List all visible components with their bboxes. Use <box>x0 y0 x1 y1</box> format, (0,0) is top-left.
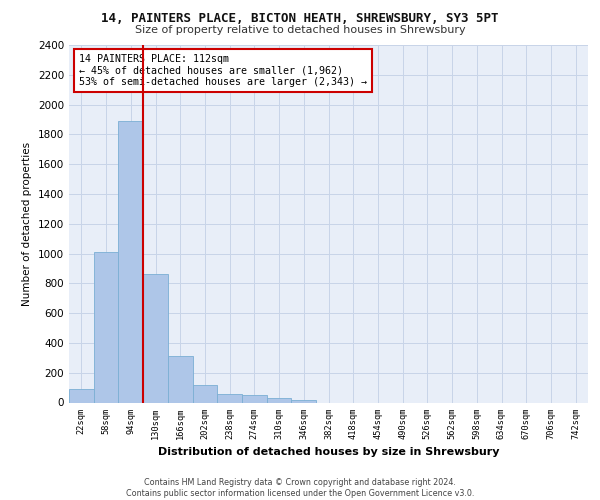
Bar <box>267 398 292 402</box>
Y-axis label: Number of detached properties: Number of detached properties <box>22 142 32 306</box>
Text: Contains HM Land Registry data © Crown copyright and database right 2024.
Contai: Contains HM Land Registry data © Crown c… <box>126 478 474 498</box>
Bar <box>217 394 242 402</box>
Bar <box>242 395 267 402</box>
Bar <box>118 121 143 402</box>
Text: 14 PAINTERS PLACE: 112sqm
← 45% of detached houses are smaller (1,962)
53% of se: 14 PAINTERS PLACE: 112sqm ← 45% of detac… <box>79 54 367 87</box>
X-axis label: Distribution of detached houses by size in Shrewsbury: Distribution of detached houses by size … <box>158 447 499 457</box>
Text: Size of property relative to detached houses in Shrewsbury: Size of property relative to detached ho… <box>134 25 466 35</box>
Bar <box>143 274 168 402</box>
Text: 14, PAINTERS PLACE, BICTON HEATH, SHREWSBURY, SY3 5PT: 14, PAINTERS PLACE, BICTON HEATH, SHREWS… <box>101 12 499 26</box>
Bar <box>94 252 118 402</box>
Bar <box>69 389 94 402</box>
Bar <box>292 400 316 402</box>
Bar <box>168 356 193 403</box>
Bar <box>193 386 217 402</box>
